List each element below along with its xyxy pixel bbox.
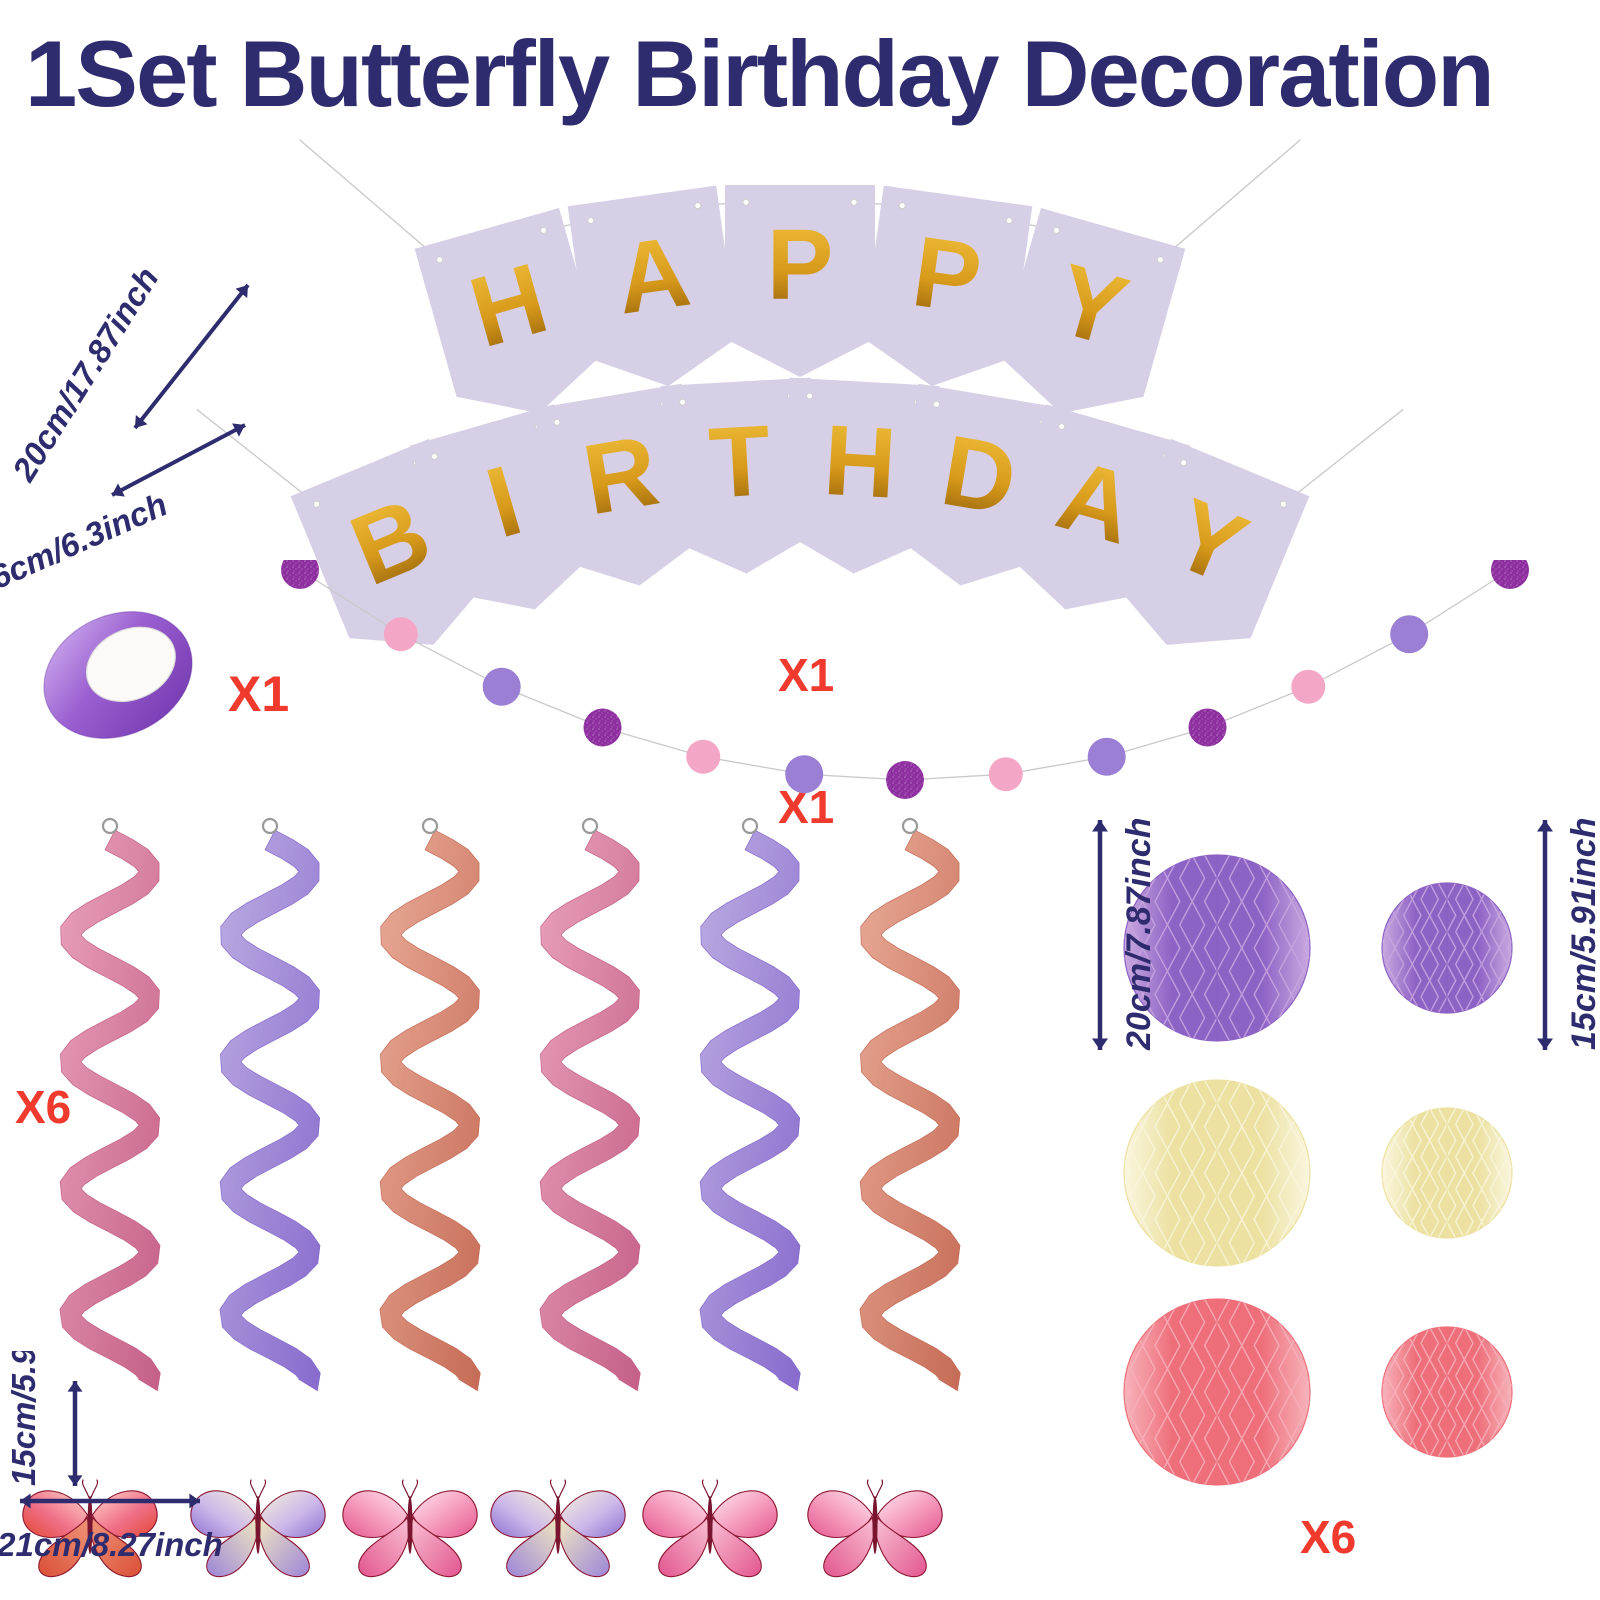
svg-text:16cm/6.3inch: 16cm/6.3inch bbox=[0, 485, 173, 603]
svg-text:21cm/8.27inch: 21cm/8.27inch bbox=[0, 1526, 223, 1563]
svg-text:T: T bbox=[706, 405, 773, 519]
svg-text:15cm/5.91inch: 15cm/5.91inch bbox=[5, 1351, 42, 1486]
svg-text:15cm/5.91inch: 15cm/5.91inch bbox=[1565, 818, 1600, 1050]
svg-text:H: H bbox=[821, 405, 899, 520]
svg-text:P: P bbox=[767, 210, 834, 321]
svg-text:20cm/7.87inch: 20cm/7.87inch bbox=[1120, 818, 1158, 1051]
svg-text:20cm/17.87inch: 20cm/17.87inch bbox=[4, 261, 165, 488]
svg-text:A: A bbox=[610, 216, 697, 336]
